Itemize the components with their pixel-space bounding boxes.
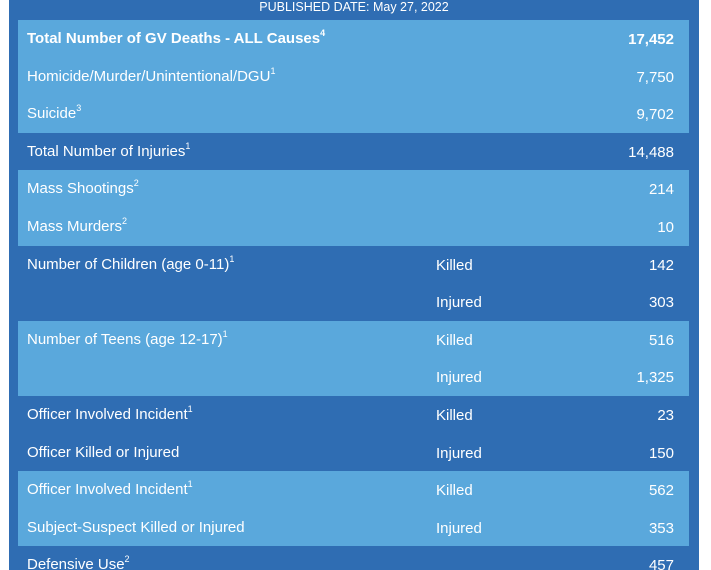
row-value: 17,452 [628, 31, 674, 48]
stats-panel: PUBLISHED DATE: May 27, 2022 Total Numbe… [9, 0, 699, 570]
row-value: 9,702 [636, 106, 674, 124]
table-row: Officer Killed or Injured Injured 150 [18, 433, 689, 472]
row-label: Mass Murders2 [27, 215, 128, 235]
row-kind: Killed [436, 256, 473, 274]
table-row: Injured 1,325 [18, 358, 689, 396]
row-label: Total Number of GV Deaths - ALL Causes4 [27, 28, 326, 47]
row-label: Number of Children (age 0-11)1 [27, 253, 235, 273]
table-row: Defensive Use2 457 [18, 546, 689, 570]
row-value: 23 [657, 406, 674, 424]
row-value: 10 [657, 218, 674, 236]
row-value: 303 [648, 294, 674, 312]
table-row: Subject-Suspect Killed or Injured Injure… [18, 508, 689, 547]
row-label: Officer Involved Incident1 [27, 479, 193, 499]
row-kind: Injured [436, 294, 482, 312]
row-kind: Killed [436, 482, 473, 500]
table-row: Number of Teens (age 12-17)1 Killed 516 [18, 320, 689, 359]
table-row: Total Number of Injuries1 14,488 [18, 132, 689, 171]
table-row: Mass Shootings2 214 [18, 170, 689, 208]
row-kind: Killed [436, 406, 473, 424]
row-value: 150 [648, 444, 674, 462]
row-kind: Injured [436, 369, 482, 387]
row-value: 7,750 [636, 68, 674, 86]
row-label: Mass Shootings2 [27, 178, 139, 198]
published-date: PUBLISHED DATE: May 27, 2022 [259, 0, 449, 14]
stats-table: Total Number of GV Deaths - ALL Causes4 … [18, 20, 689, 570]
table-row: Homicide/Murder/Unintentional/DGU1 7,750 [18, 57, 689, 96]
row-value: 457 [648, 557, 674, 570]
row-label: Defensive Use2 [27, 554, 130, 570]
table-row: Number of Children (age 0-11)1 Killed 14… [18, 245, 689, 284]
row-value: 353 [648, 519, 674, 537]
row-label: Number of Teens (age 12-17)1 [27, 328, 228, 348]
table-row: Officer Involved Incident1 Killed 23 [18, 395, 689, 434]
table-row: Mass Murders2 10 [18, 207, 689, 246]
row-value: 14,488 [628, 143, 674, 161]
row-label: Total Number of Injuries1 [27, 140, 191, 160]
table-row: Total Number of GV Deaths - ALL Causes4 … [18, 20, 689, 58]
row-value: 1,325 [636, 369, 674, 387]
row-value: 214 [648, 181, 674, 199]
row-kind: Killed [436, 331, 473, 349]
table-row: Suicide3 9,702 [18, 95, 689, 133]
row-label: Suicide3 [27, 103, 82, 123]
row-label: Officer Involved Incident1 [27, 403, 193, 423]
row-label: Officer Killed or Injured [27, 443, 180, 461]
row-kind: Injured [436, 519, 482, 537]
row-value: 516 [648, 331, 674, 349]
table-row: Officer Involved Incident1 Killed 562 [18, 471, 689, 509]
row-label: Homicide/Murder/Unintentional/DGU1 [27, 65, 276, 85]
table-row: Injured 303 [18, 283, 689, 321]
row-value: 142 [648, 256, 674, 274]
row-value: 562 [648, 482, 674, 500]
row-label: Subject-Suspect Killed or Injured [27, 518, 245, 536]
row-kind: Injured [436, 444, 482, 462]
